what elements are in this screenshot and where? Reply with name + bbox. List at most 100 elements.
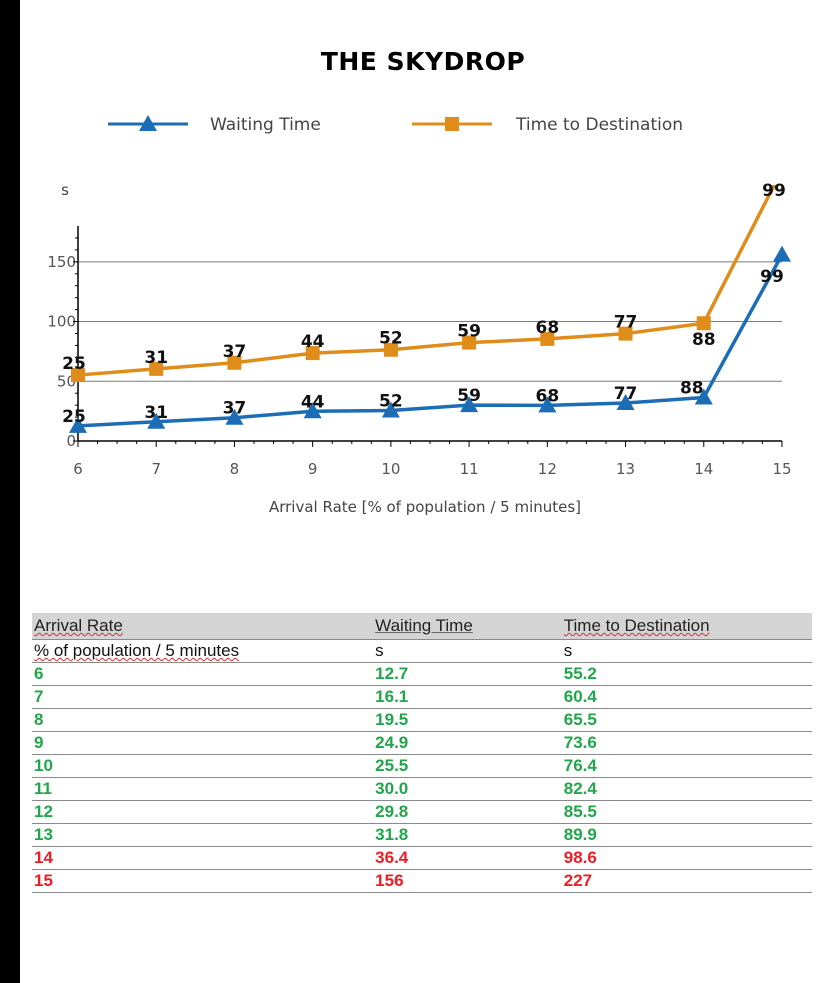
unit-arrival-rate: % of population / 5 minutes [32, 639, 374, 663]
data-label-destination-12: 68 [535, 318, 559, 338]
header-time-to-destination: Time to Destination [561, 613, 812, 640]
chart-title: THE SKYDROP [321, 47, 525, 76]
skydrop-chart: THE SKYDROP Waiting Time Time to Destina… [47, 47, 792, 516]
cell-arrival-rate: 8 [32, 708, 374, 732]
legend-item-destination: Time to Destination [412, 115, 683, 135]
cell-time-to-destination: 60.4 [561, 685, 812, 709]
point-destination-11 [462, 335, 477, 350]
point-destination-14 [696, 316, 711, 331]
point-destination-12 [540, 331, 555, 346]
cell-waiting-time: 31.8 [373, 823, 562, 847]
point-waiting-11 [460, 396, 479, 413]
report-sheet: THE SKYDROP Waiting Time Time to Destina… [20, 0, 836, 983]
table-row: 13 31.8 89.9 [32, 823, 812, 847]
x-tick-label-15: 15 [772, 460, 791, 478]
data-label-destination-7: 31 [144, 348, 168, 368]
x-tick-label-6: 6 [73, 460, 83, 478]
unit-waiting-time: s [373, 639, 562, 663]
point-destination-9 [305, 346, 320, 361]
data-label-destination-11: 59 [457, 322, 481, 342]
point-waiting-12 [538, 396, 557, 413]
series [69, 163, 791, 433]
data-label-waiting-10: 52 [379, 392, 403, 412]
gridlines [78, 261, 782, 382]
x-tick-label-13: 13 [616, 460, 635, 478]
header-arrival-rate: Arrival Rate [32, 613, 374, 640]
legend-marker-destination [445, 117, 459, 131]
data-label-waiting-15: 99 [760, 267, 784, 287]
cell-arrival-rate: 6 [32, 662, 374, 686]
cell-time-to-destination: 73.6 [561, 731, 812, 755]
data-label-destination-10: 52 [379, 329, 403, 349]
data-label-destination-13: 77 [614, 313, 638, 333]
data-label-waiting-6: 25 [62, 407, 86, 427]
y-axis-title: s [61, 181, 69, 199]
table-row: 8 19.5 65.5 [32, 708, 812, 732]
table-row: 15 156 227 [32, 869, 812, 893]
cell-time-to-destination: 55.2 [561, 662, 812, 686]
data-label-destination-14: 88 [692, 330, 716, 350]
cell-waiting-time: 30.0 [373, 777, 562, 801]
table-row: 12 29.8 85.5 [32, 800, 812, 824]
cell-waiting-time: 25.5 [373, 754, 562, 778]
legend: Waiting Time Time to Destination [108, 115, 683, 135]
series-line-0 [77, 253, 784, 428]
table-row: 11 30.0 82.4 [32, 777, 812, 801]
table-body: Arrival Rate Waiting Time Time to Destin… [32, 613, 812, 893]
cell-arrival-rate: 12 [32, 800, 374, 824]
table-row: 10 25.5 76.4 [32, 754, 812, 778]
data-label-destination-8: 37 [223, 342, 247, 362]
data-label-waiting-14: 88 [680, 379, 704, 399]
cell-waiting-time: 24.9 [373, 731, 562, 755]
point-waiting-9 [303, 402, 322, 419]
data-label-destination-6: 25 [62, 354, 86, 374]
header-waiting-time-label: Waiting Time [375, 616, 473, 635]
point-destination-8 [227, 355, 242, 370]
point-destination-10 [383, 342, 398, 357]
header-waiting-time: Waiting Time [373, 613, 562, 640]
cell-waiting-time: 12.7 [373, 662, 562, 686]
cell-time-to-destination: 227 [561, 869, 812, 893]
point-waiting-13 [616, 394, 635, 411]
cell-arrival-rate: 11 [32, 777, 374, 801]
data-labels: 25 31 37 44 52 59 68 77 88 99 25 31 37 44 52 59 68 77 88 99 [62, 181, 786, 427]
cell-time-to-destination: 85.5 [561, 800, 812, 824]
data-label-waiting-9: 44 [301, 392, 325, 412]
point-destination-6 [71, 368, 85, 383]
table-row: 14 36.4 98.6 [32, 846, 812, 870]
cell-arrival-rate: 14 [32, 846, 374, 870]
series-line-1 [77, 185, 777, 377]
data-label-destination-15: 99 [762, 181, 786, 201]
cell-time-to-destination: 89.9 [561, 823, 812, 847]
x-tick-label-12: 12 [538, 460, 557, 478]
cell-waiting-time: 36.4 [373, 846, 562, 870]
cell-arrival-rate: 7 [32, 685, 374, 709]
point-waiting-15 [773, 245, 791, 262]
cell-waiting-time: 156 [373, 869, 562, 893]
point-waiting-7 [147, 412, 166, 429]
cell-time-to-destination: 82.4 [561, 777, 812, 801]
data-label-waiting-12: 68 [535, 386, 559, 406]
unit-time-to-destination: s [561, 639, 812, 663]
cell-time-to-destination: 76.4 [561, 754, 812, 778]
cell-arrival-rate: 9 [32, 731, 374, 755]
point-destination-7 [149, 361, 164, 376]
table-row: 6 12.7 55.2 [32, 662, 812, 686]
x-tick-label-7: 7 [151, 460, 161, 478]
point-destination-15 [775, 163, 789, 177]
unit-arrival-rate-label: % of population / 5 minutes [34, 641, 240, 660]
data-label-waiting-7: 31 [144, 403, 168, 423]
y-tick-label-0: 0 [66, 432, 76, 450]
cell-arrival-rate: 15 [32, 869, 374, 893]
data-label-waiting-11: 59 [457, 386, 481, 406]
point-waiting-10 [381, 401, 400, 418]
y-tick-label-100: 100 [47, 313, 76, 331]
table-header-row: Arrival Rate Waiting Time Time to Destin… [32, 613, 812, 640]
legend-marker-waiting [139, 115, 157, 131]
x-tick-label-9: 9 [308, 460, 318, 478]
cell-time-to-destination: 98.6 [561, 846, 812, 870]
point-waiting-6 [69, 416, 87, 433]
data-label-waiting-8: 37 [223, 399, 247, 419]
point-waiting-8 [225, 408, 244, 425]
